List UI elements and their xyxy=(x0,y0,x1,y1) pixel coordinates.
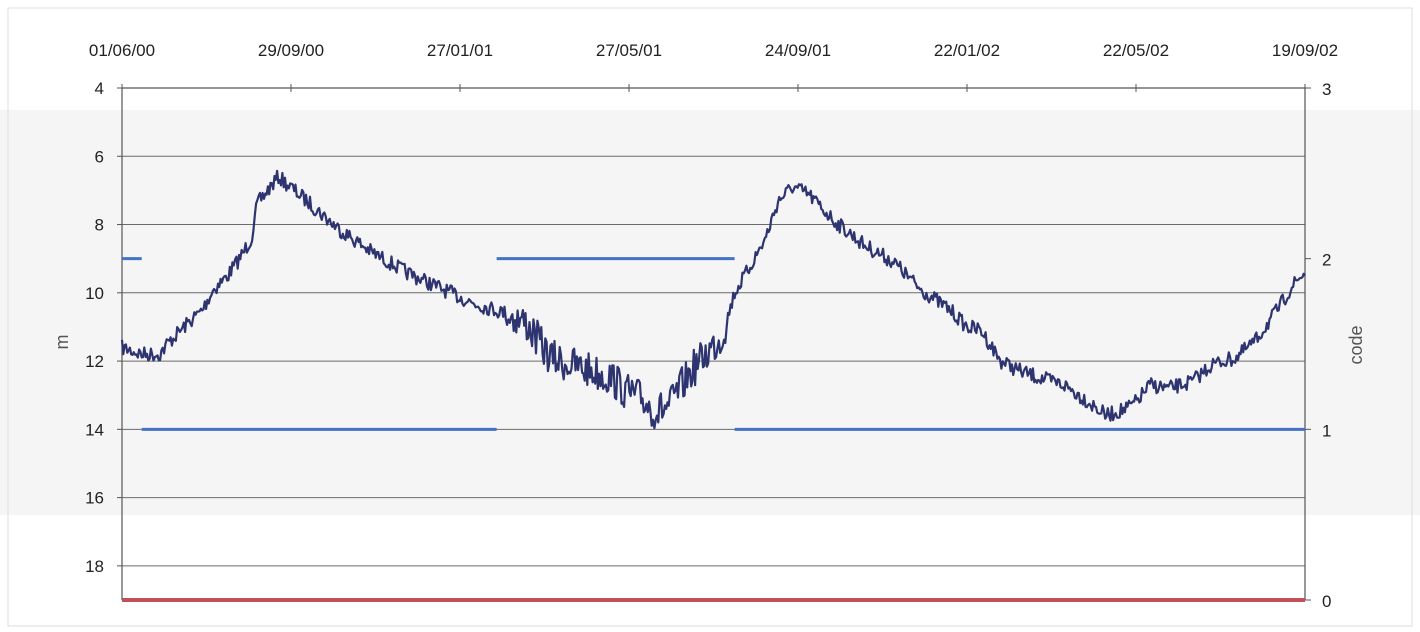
x-tick-label: 29/09/00 xyxy=(258,41,324,60)
x-tick-label: 01/06/00 xyxy=(89,41,155,60)
y-right-axis-title: code xyxy=(1346,325,1366,364)
x-tick-label: 22/05/02 xyxy=(1103,41,1169,60)
y-left-tick-label: 10 xyxy=(85,284,104,303)
x-tick-label: 27/05/01 xyxy=(596,41,662,60)
x-tick-label: 22/01/02 xyxy=(934,41,1000,60)
y-left-tick-label: 6 xyxy=(95,147,104,166)
y-right-tick-label: 3 xyxy=(1322,80,1331,99)
chart-frame xyxy=(7,7,1413,627)
y-left-tick-label: 12 xyxy=(85,352,104,371)
y-right-tick-label: 2 xyxy=(1322,251,1331,270)
y-left-tick-label: 18 xyxy=(85,557,104,576)
y-left-axis-title: m xyxy=(52,335,72,350)
x-tick-label: 24/09/01 xyxy=(765,41,831,60)
scan-shade-band xyxy=(0,110,1420,515)
x-tick-label: 27/01/01 xyxy=(427,41,493,60)
y-left-tick-label: 14 xyxy=(85,420,104,439)
x-tick-label: 19/09/02 xyxy=(1272,41,1338,60)
tick-labels: 01/06/00 29/09/00 27/01/01 27/05/01 24/09/01… xyxy=(52,41,1366,611)
series-layer xyxy=(120,169,1306,602)
y-left-tick-label: 16 xyxy=(85,489,104,508)
y-right-tick-label: 1 xyxy=(1322,421,1331,440)
water-level-series xyxy=(120,169,1306,430)
y-left-tick-label: 4 xyxy=(95,79,104,98)
y-right-tick-label: 0 xyxy=(1322,592,1331,611)
y-left-tick-label: 8 xyxy=(95,216,104,235)
